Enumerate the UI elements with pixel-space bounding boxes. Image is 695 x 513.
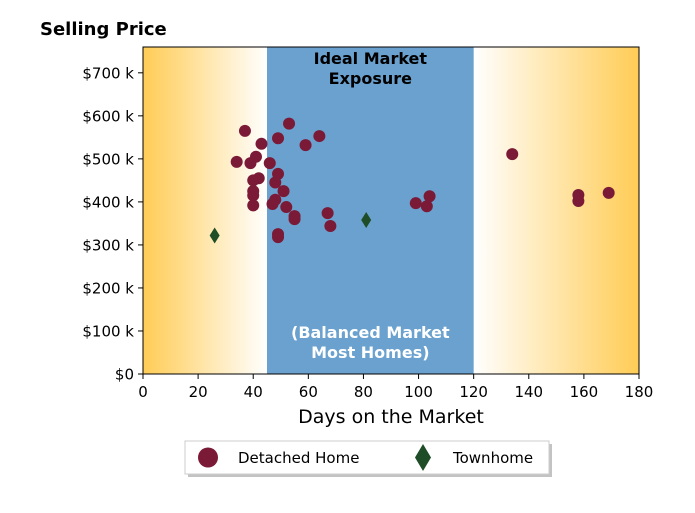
legend-marker-townhome	[415, 444, 431, 471]
detached-home-point	[238, 124, 251, 137]
legend: Detached Home Townhome	[184, 440, 552, 477]
x-tick-label: 100	[404, 383, 433, 401]
legend-label-townhome: Townhome	[452, 449, 533, 467]
detached-home-point	[247, 199, 260, 212]
x-tick-label: 160	[570, 383, 599, 401]
detached-home-point	[288, 213, 301, 226]
detached-home-point	[324, 219, 337, 232]
x-axis: 0 20 40 60 80 100 120 140 160 180	[138, 374, 653, 401]
legend-label-detached-home: Detached Home	[238, 449, 359, 467]
x-tick-label: 120	[459, 383, 488, 401]
plot-frame	[142, 46, 640, 375]
detached-home-point	[255, 137, 268, 150]
x-tick-label: 20	[189, 383, 208, 401]
detached-home-point	[423, 190, 436, 203]
detached-home-point	[299, 139, 312, 152]
y-tick-label: $100 k	[82, 322, 134, 340]
legend-marker-detached-home	[198, 447, 218, 468]
x-tick-label: 140	[514, 383, 543, 401]
detached-home-point	[247, 189, 260, 202]
townhome-point	[361, 211, 372, 228]
y-tick-label: $500 k	[82, 150, 134, 168]
y-tick-label: $300 k	[82, 236, 134, 254]
detached-home-point	[506, 148, 519, 161]
detached-home-point	[280, 201, 293, 214]
detached-home-point	[249, 150, 262, 163]
detached-home-point	[266, 198, 279, 211]
legend-box	[184, 440, 550, 475]
townhome-point	[209, 227, 220, 244]
y-axis: $0 $100 k $200 k $300 k $400 k $500 k $600 k $7…	[82, 64, 143, 384]
zone-label-balanced-market-line-0: (Balanced Market	[291, 323, 450, 342]
detached-home-point	[321, 207, 334, 220]
zone-0	[143, 47, 267, 374]
detached-home-point	[277, 185, 290, 198]
y-tick-label: $700 k	[82, 64, 134, 82]
y-tick-label: $0	[115, 366, 134, 384]
detached-home-point	[263, 157, 276, 170]
detached-home-point	[272, 231, 285, 244]
x-tick-label: 80	[354, 383, 373, 401]
x-tick-label: 0	[138, 383, 148, 401]
chart-title: Selling Price	[40, 19, 167, 40]
y-tick-label: $600 k	[82, 107, 134, 125]
detached-home-point	[247, 174, 260, 187]
zone-label-balanced-market-line-1: Most Homes)	[311, 343, 429, 362]
zone-2	[473, 47, 639, 374]
y-tick-label: $200 k	[82, 279, 134, 297]
detached-home-point	[230, 155, 243, 168]
detached-home-point	[272, 132, 285, 145]
x-tick-label: 60	[299, 383, 318, 401]
detached-home-point	[269, 176, 282, 189]
detached-home-point	[572, 195, 585, 208]
y-tick-label: $400 k	[82, 193, 134, 211]
detached-home-point	[283, 117, 296, 130]
detached-home-point	[313, 130, 326, 143]
data-points	[209, 117, 615, 244]
x-tick-label: 40	[244, 383, 263, 401]
detached-home-point	[409, 197, 422, 210]
detached-home-point	[420, 200, 433, 213]
zone-1	[267, 47, 474, 374]
market-zones	[143, 47, 639, 374]
zone-label-ideal-exposure-line-1: Exposure	[329, 69, 413, 88]
detached-home-point	[602, 186, 615, 199]
x-axis-title: Days on the Market	[298, 406, 484, 428]
x-tick-label: 180	[625, 383, 654, 401]
zone-label-ideal-exposure-line-0: Ideal Market	[314, 49, 428, 68]
